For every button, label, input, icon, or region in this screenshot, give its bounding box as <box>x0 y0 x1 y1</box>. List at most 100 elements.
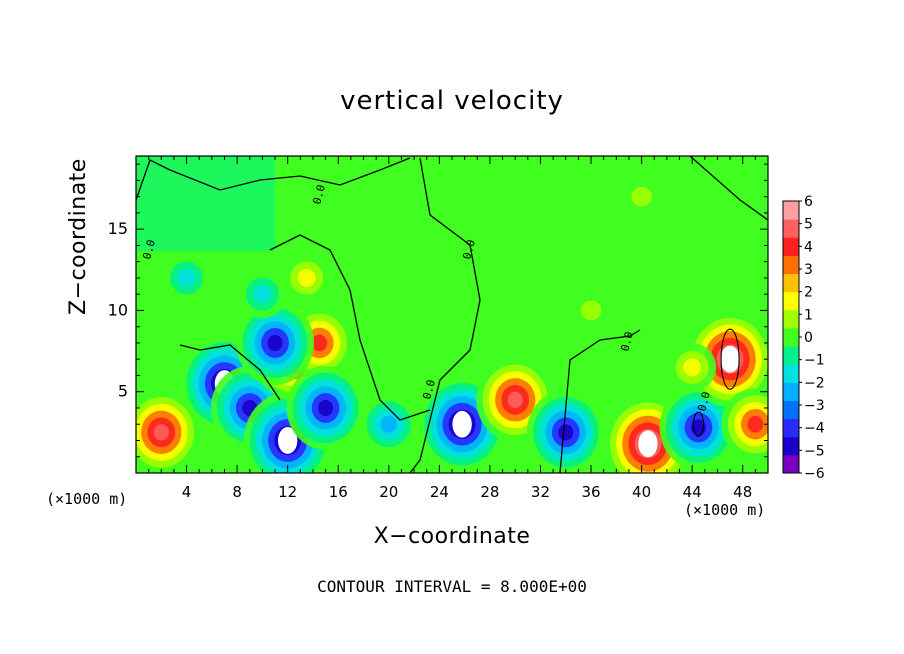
colorbar-swatch <box>783 273 799 293</box>
colorbar-swatch <box>783 436 799 456</box>
colorbar-tick-label: 0 <box>804 330 813 346</box>
x-tick-label: 12 <box>278 483 297 501</box>
heatmap-feature <box>622 178 661 215</box>
heatmap-level <box>507 391 523 408</box>
colorbar-swatch <box>783 291 799 311</box>
colorbar-swatch <box>783 364 799 383</box>
heatmap-level <box>380 415 398 433</box>
colorbar-swatch <box>783 400 799 420</box>
zero-contour-line <box>689 156 768 221</box>
heatmap-feature <box>721 388 768 461</box>
x-tick-label: 40 <box>632 483 651 501</box>
heatmap-peak <box>720 345 740 373</box>
y-tick-label: 15 <box>108 219 128 238</box>
colorbar-tick-label: 3 <box>804 262 813 278</box>
x-tick-label: 44 <box>683 483 702 501</box>
contour-label: 0.0 <box>420 378 438 401</box>
zero-contour-line <box>409 157 481 473</box>
x-tick-label: 32 <box>531 483 550 501</box>
heatmap-peak <box>638 430 658 458</box>
colorbar-tick-label: −4 <box>804 421 825 437</box>
zero-contour-line <box>136 157 411 201</box>
colorbar-swatch <box>783 346 799 365</box>
x-axis-label: X−coordinate <box>0 524 904 549</box>
y-axis-label: Z−coordinate <box>66 158 91 315</box>
y-tick-label: 10 <box>108 300 128 319</box>
colorbar-swatch <box>783 219 799 238</box>
colorbar-tick-label: −2 <box>804 375 825 391</box>
colorbar-swatch <box>783 327 799 347</box>
contour-peak-outline <box>720 328 740 390</box>
contour-label: 0.0 <box>460 238 478 261</box>
x-unit-label-left: (×1000 m) <box>46 490 128 508</box>
zero-contour-line <box>179 344 281 401</box>
heatmap-feature <box>659 385 738 470</box>
x-tick-label: 48 <box>733 483 752 501</box>
colorbar-swatch <box>783 237 799 256</box>
heatmap-level <box>311 334 328 352</box>
heatmap-level <box>253 285 272 304</box>
zero-contour-line <box>559 329 641 473</box>
colorbar-tick-label: 6 <box>804 194 813 210</box>
colorbar-tick-label: 5 <box>804 217 813 233</box>
heatmap-feature <box>136 390 201 473</box>
contour-label: 0.0 <box>310 183 328 206</box>
zero-contours: 0.0 0.0 0.0 0.0 0.0 0.0 <box>136 156 768 473</box>
colorbar-tick-label: −3 <box>804 398 825 414</box>
chart-title: vertical velocity <box>340 86 564 116</box>
colorbar-swatch <box>783 201 799 220</box>
x-tick-label: 24 <box>430 483 449 501</box>
heatmap-feature <box>236 300 315 385</box>
heatmap-feature <box>286 365 365 450</box>
heatmap-feature <box>282 253 331 302</box>
colorbar-swatch <box>783 454 799 474</box>
colorbar-swatch <box>783 382 799 401</box>
heatmap-level <box>747 415 764 433</box>
heatmap-level <box>297 268 316 287</box>
heatmap-level <box>267 334 283 352</box>
heatmap-feature <box>162 253 211 302</box>
colorbar-tick-label: 4 <box>804 239 813 255</box>
x-tick-label: 36 <box>581 483 600 501</box>
heatmap-feature <box>572 292 611 329</box>
heatmap-peak <box>278 427 298 454</box>
x-tick-label: 20 <box>379 483 398 501</box>
zero-contour-line <box>269 234 431 421</box>
heatmap-feature <box>359 394 418 455</box>
contour-interval-text: CONTOUR INTERVAL = 8.000E+00 <box>317 577 587 596</box>
heatmap-feature <box>668 343 717 392</box>
heatmap-level <box>177 268 196 287</box>
y-axis: 5 10 15 <box>108 163 768 458</box>
heatmap-level <box>631 186 652 207</box>
x-tick-label: 8 <box>232 483 242 501</box>
y-tick-label: 5 <box>118 382 128 401</box>
colorbar-tick-label: −6 <box>804 466 825 482</box>
x-tick-label: 16 <box>329 483 348 501</box>
heatmap-feature <box>526 390 605 473</box>
contour-label: 0.0 <box>695 390 713 413</box>
contour-label: 0.0 <box>140 238 158 261</box>
heatmap-level <box>580 300 602 321</box>
colorbar-swatch <box>783 255 799 275</box>
heatmap-level <box>558 424 574 441</box>
colorbar-tick-label: 2 <box>804 285 813 301</box>
x-axis: 4 8 12 16 20 24 28 32 36 40 44 48 <box>148 156 756 501</box>
contour-label: 0.0 <box>618 330 636 353</box>
heatmap-level <box>683 358 702 377</box>
contour-peak-outline <box>692 411 705 437</box>
x-tick-label: 4 <box>182 483 192 501</box>
colorbar-tick-label: −5 <box>804 443 825 459</box>
heatmap-upper-left-region <box>136 156 276 252</box>
heatmap-field <box>136 156 768 473</box>
colorbar: 6 5 4 3 2 1 0 −1 −2 −3 −4 −5 −6 <box>782 194 825 482</box>
colorbar-tick-label: −1 <box>804 353 825 369</box>
colorbar-swatch <box>783 309 799 329</box>
colorbar-tick-label: 1 <box>804 307 813 323</box>
x-axis-label-text: X−coordinate <box>373 524 531 549</box>
heatmap-level <box>153 424 169 441</box>
x-tick-label: 28 <box>480 483 499 501</box>
x-unit-label-right: (×1000 m) <box>684 501 766 519</box>
colorbar-swatch <box>783 418 799 438</box>
heatmap-feature <box>238 270 287 319</box>
